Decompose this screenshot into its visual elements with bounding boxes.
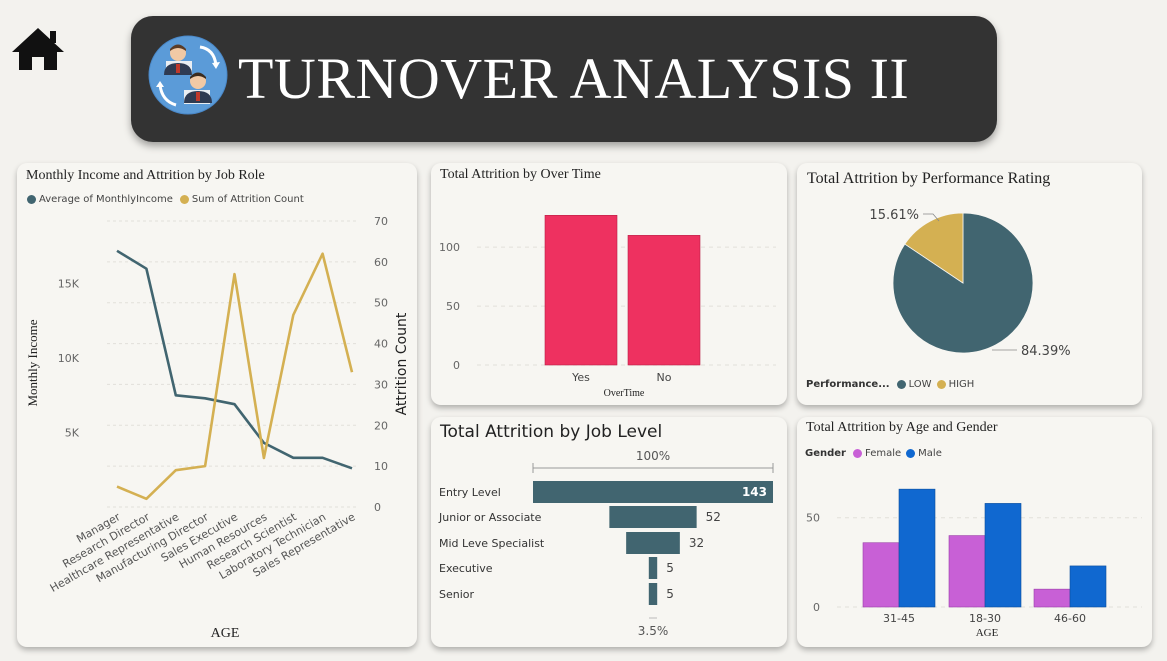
- category-label: Entry Level: [439, 486, 501, 499]
- y-tick-label: 10K: [58, 352, 80, 365]
- bar-male: [1069, 565, 1107, 608]
- y-axis-title: Monthly Income: [25, 319, 40, 406]
- dashboard-title: TURNOVER ANALYSIS II: [238, 46, 910, 111]
- data-label: 5: [666, 587, 674, 601]
- funnel-top-label: 100%: [636, 449, 670, 463]
- home-icon[interactable]: [10, 26, 66, 72]
- data-label: 5: [666, 561, 674, 575]
- bar-female: [862, 542, 900, 608]
- data-label: 52: [706, 510, 721, 524]
- card-title: Total Attrition by Job Level: [440, 422, 663, 442]
- legend-item: Sum of Attrition Count: [191, 194, 304, 205]
- legend-item: LOW: [908, 379, 932, 390]
- x-tick-label: Yes: [571, 371, 590, 384]
- series-line-attrition-count: [116, 252, 354, 501]
- y2-tick-label: 20: [374, 419, 388, 432]
- chart-legend: Gender Female Male: [805, 448, 942, 459]
- series-line-monthly-income: [116, 249, 353, 470]
- performance-card: Total Attrition by Performance Rating 84…: [797, 163, 1142, 405]
- pie-slice-high: [904, 212, 964, 284]
- legend-item: Female: [864, 448, 902, 459]
- category-label: Senior: [439, 588, 475, 601]
- y2-axis-title: Attrition Count: [394, 312, 410, 415]
- joblevel-chart: 100% Entry Level 143 Junior or Associate 52 M…: [438, 449, 774, 638]
- y-tick-label: 100: [439, 241, 460, 254]
- performance-chart: 84.39% 15.61%: [869, 208, 1071, 359]
- funnel-bar: [648, 557, 658, 579]
- leader-line: [923, 213, 940, 222]
- x-tick-label: 31-45: [883, 612, 915, 625]
- card-title: Total Attrition by Age and Gender: [806, 420, 998, 435]
- x-axis-title: OverTime: [604, 388, 645, 399]
- bar-female: [1033, 588, 1071, 608]
- data-label-low: 84.39%: [1021, 344, 1071, 359]
- chart-legend: Average of MonthlyIncome Sum of Attritio…: [22, 194, 304, 205]
- bar-male: [984, 503, 1022, 608]
- legend-item: HIGH: [948, 379, 975, 390]
- chart-legend: Performance... LOW HIGH: [806, 379, 974, 390]
- x-axis-title: AGE: [211, 626, 240, 641]
- legend-marker: [896, 380, 906, 389]
- funnel-bar: [533, 481, 773, 503]
- legend-marker: [179, 195, 189, 204]
- legend-marker: [852, 449, 862, 458]
- funnel-bar: [626, 532, 680, 554]
- title-banner: TURNOVER ANALYSIS II: [131, 16, 997, 142]
- data-label-high: 15.61%: [869, 208, 919, 223]
- legend-label: Performance...: [806, 379, 890, 390]
- y-tick-label: 50: [446, 300, 460, 313]
- overtime-chart: 0 50 100 Yes No OverTime: [439, 215, 776, 399]
- agegender-card: Total Attrition by Age and Gender Gender…: [797, 417, 1152, 647]
- x-axis-title: AGE: [976, 627, 999, 639]
- funnel-bottom-label: 3.5%: [638, 624, 669, 638]
- x-tick-label: 18-30: [969, 612, 1001, 625]
- legend-item: Male: [918, 448, 942, 459]
- agegender-chart: 0 50 31-45 18-30 46-60 AGE: [806, 488, 1142, 639]
- data-label: 32: [689, 536, 704, 550]
- bar-yes: [544, 215, 618, 366]
- legend-marker: [906, 449, 916, 458]
- y2-tick-label: 40: [374, 338, 388, 351]
- bar-female: [948, 535, 986, 608]
- x-tick-label: 46-60: [1054, 612, 1086, 625]
- joblevel-card: Total Attrition by Job Level 100% Entry L…: [431, 417, 787, 647]
- category-label: Junior or Associate: [438, 511, 542, 524]
- category-label: Mid Leve Specialist: [439, 537, 545, 550]
- y2-tick-label: 60: [374, 256, 388, 269]
- bar-male: [898, 488, 936, 608]
- card-title: Total Attrition by Performance Rating: [807, 170, 1051, 187]
- x-tick-label: No: [657, 371, 672, 384]
- bar-no: [627, 235, 701, 366]
- legend-item: Average of MonthlyIncome: [39, 194, 173, 205]
- y-tick-label: 0: [813, 601, 820, 614]
- overtime-card: Total Attrition by Over Time 0 50 100 Yes No…: [431, 163, 787, 405]
- legend-marker: [936, 380, 946, 389]
- y-tick-label: 15K: [58, 278, 80, 291]
- y-tick-label: 0: [453, 359, 460, 372]
- category-label: Executive: [439, 562, 493, 575]
- y2-tick-label: 50: [374, 297, 388, 310]
- funnel-bar: [648, 583, 658, 605]
- legend-marker: [27, 195, 36, 204]
- funnel-bar: [609, 506, 697, 528]
- data-label: 143: [742, 485, 767, 499]
- y-tick-label: 50: [806, 512, 820, 525]
- y2-tick-label: 70: [374, 215, 388, 228]
- y2-tick-label: 30: [374, 378, 388, 391]
- y-tick-label: 5K: [65, 427, 80, 440]
- card-title: Monthly Income and Attrition by Job Role: [26, 168, 265, 183]
- card-title: Total Attrition by Over Time: [440, 167, 601, 182]
- y2-tick-label: 0: [374, 501, 381, 514]
- people-exchange-icon: [148, 35, 228, 115]
- income-attrition-card: Monthly Income and Attrition by Job Role…: [17, 163, 417, 647]
- legend-label: Gender: [805, 448, 846, 459]
- y2-tick-label: 10: [374, 460, 388, 473]
